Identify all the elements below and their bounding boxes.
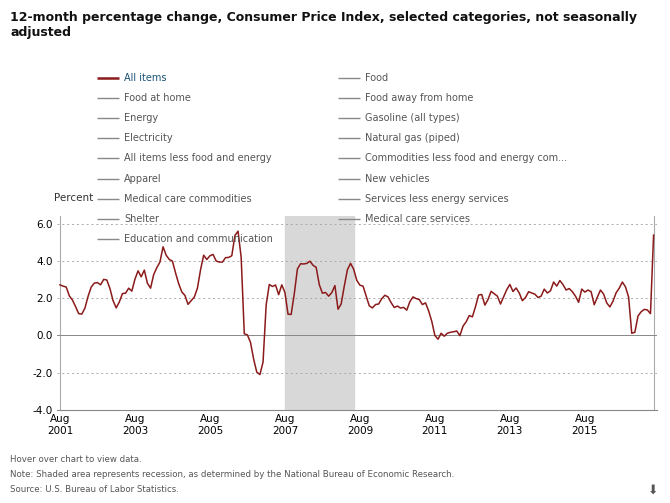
Text: Food away from home: Food away from home: [365, 93, 474, 103]
Text: Shelter: Shelter: [124, 214, 159, 224]
Text: Energy: Energy: [124, 113, 158, 123]
Text: All items less food and energy: All items less food and energy: [124, 153, 271, 163]
Text: Gasoline (all types): Gasoline (all types): [365, 113, 460, 123]
Text: Note: Shaded area represents recession, as determined by the National Bureau of : Note: Shaded area represents recession, …: [10, 470, 454, 479]
Text: Food at home: Food at home: [124, 93, 191, 103]
Text: Services less energy services: Services less energy services: [365, 194, 509, 204]
Text: All items: All items: [124, 73, 166, 83]
Text: Hover over chart to view data.: Hover over chart to view data.: [10, 455, 141, 464]
Bar: [285, 216, 354, 410]
Text: Commodities less food and energy com...: Commodities less food and energy com...: [365, 153, 567, 163]
Text: 12-month percentage change, Consumer Price Index, selected categories, not seaso: 12-month percentage change, Consumer Pri…: [10, 11, 637, 39]
Text: Natural gas (piped): Natural gas (piped): [365, 133, 460, 143]
Text: Source: U.S. Bureau of Labor Statistics.: Source: U.S. Bureau of Labor Statistics.: [10, 485, 179, 494]
Text: Electricity: Electricity: [124, 133, 173, 143]
Text: Education and communication: Education and communication: [124, 234, 273, 244]
Text: Apparel: Apparel: [124, 174, 161, 184]
Text: Percent: Percent: [54, 193, 93, 203]
Text: ⬇: ⬇: [647, 484, 658, 497]
Text: Medical care commodities: Medical care commodities: [124, 194, 251, 204]
Text: Medical care services: Medical care services: [365, 214, 470, 224]
Text: New vehicles: New vehicles: [365, 174, 429, 184]
Text: Food: Food: [365, 73, 389, 83]
